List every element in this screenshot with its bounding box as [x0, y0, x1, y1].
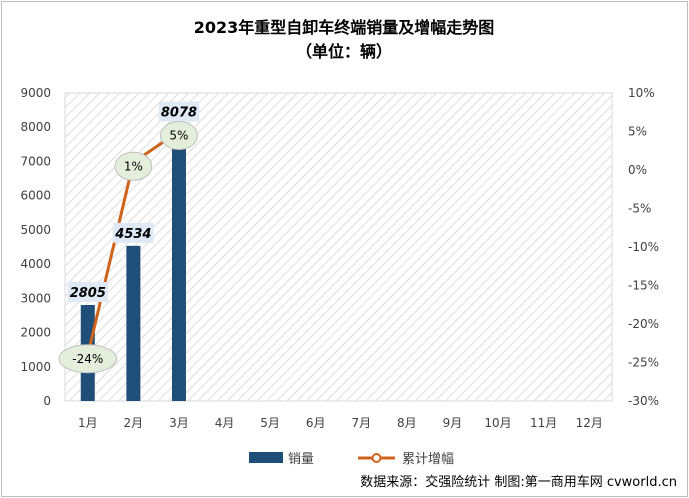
- right-tick-label: 0%: [628, 163, 647, 177]
- right-tick-label: -10%: [628, 240, 659, 254]
- x-tick-label: 8月: [397, 416, 417, 430]
- left-tick-label: 2000: [20, 326, 51, 340]
- right-tick-label: 5%: [628, 125, 647, 139]
- bar-label-bg: [67, 282, 108, 303]
- left-tick-label: 8000: [20, 120, 51, 134]
- x-tick-label: 9月: [443, 416, 463, 430]
- chart-subtitle: （单位：辆）: [296, 42, 392, 61]
- chart-title: 2023年重型自卸车终端销量及增幅走势图: [194, 18, 495, 37]
- x-tick-label: 5月: [260, 416, 280, 430]
- legend-swatch-bar: [249, 452, 283, 463]
- bar-value-label: 4534: [114, 227, 151, 242]
- legend: 销量 累计增幅: [249, 452, 454, 467]
- bar-value-label: 8078: [161, 106, 197, 121]
- bar-value-label: 2805: [70, 286, 106, 301]
- plot-area: [64, 92, 613, 402]
- bar: [126, 245, 141, 401]
- x-tick-label: 3月: [169, 416, 189, 430]
- x-tick-label: 12月: [576, 416, 603, 430]
- bar: [171, 124, 186, 401]
- x-tick-label: 11月: [530, 416, 557, 430]
- x-tick-label: 6月: [306, 416, 326, 430]
- left-tick-label: 9000: [20, 86, 51, 100]
- growth-label-bubble: [114, 151, 153, 181]
- left-tick-label: 4000: [20, 257, 51, 271]
- growth-label-bubble: [58, 344, 118, 374]
- left-tick-label: 3000: [20, 291, 51, 305]
- right-axis-ticks: -30% -25% -20% -15% -10% -5% 0% 5% 10%: [628, 86, 659, 408]
- legend-swatch-marker: [371, 453, 382, 463]
- x-tick-label: 4月: [215, 416, 235, 430]
- bar-series: [80, 124, 186, 401]
- x-tick-label: 2月: [124, 416, 144, 430]
- growth-value-label: 5%: [169, 129, 188, 143]
- left-tick-label: 7000: [20, 154, 51, 168]
- left-tick-label: 5000: [20, 223, 51, 237]
- right-tick-label: -5%: [628, 202, 651, 216]
- source-note: 数据来源：交强险统计 制图:第一商用车网 cvworld.cn: [360, 474, 677, 490]
- right-tick-label: -20%: [628, 317, 659, 331]
- x-tick-label: 1月: [78, 416, 98, 430]
- x-axis-ticks: 1月 2月 3月 4月 5月 6月 7月 8月 9月 10月 11月 12月: [78, 416, 603, 430]
- growth-value-label: 1%: [124, 159, 143, 173]
- right-tick-label: -15%: [628, 279, 659, 293]
- left-tick-label: 6000: [20, 189, 51, 203]
- right-tick-label: 10%: [628, 86, 655, 100]
- bar-label-bg: [113, 222, 154, 243]
- legend-label-line: 累计增幅: [402, 452, 454, 467]
- right-tick-label: -30%: [628, 394, 659, 408]
- growth-value-label: -24%: [72, 352, 103, 366]
- growth-label-bubble: [160, 121, 198, 150]
- left-axis-ticks: 0 1000 2000 3000 4000 5000 6000 7000 8000 9000: [20, 86, 51, 408]
- data-labels: 2805 4534 8078 -24% 1% 5%: [58, 101, 200, 374]
- left-tick-label: 1000: [20, 360, 51, 374]
- x-tick-label: 10月: [484, 416, 511, 430]
- legend-label-bar: 销量: [288, 452, 314, 467]
- left-tick-label: 0: [43, 394, 51, 408]
- bar-label-bg: [158, 101, 200, 122]
- right-tick-label: -25%: [628, 356, 659, 370]
- x-tick-label: 7月: [351, 416, 371, 430]
